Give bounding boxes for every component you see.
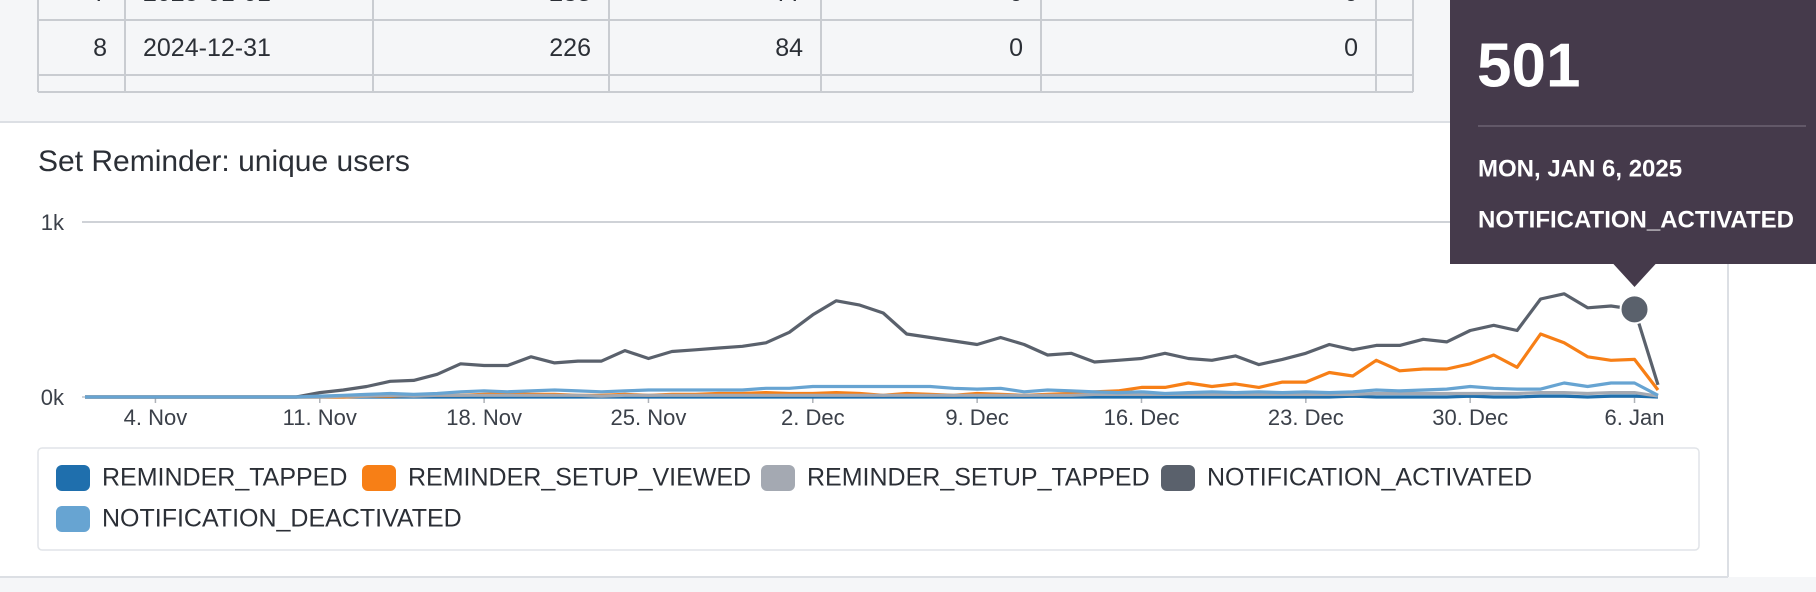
tooltip-series: NOTIFICATION_ACTIVATED: [1478, 206, 1794, 233]
legend-label: REMINDER_SETUP_TAPPED: [807, 464, 1150, 492]
x-tick-label: 6. Jan: [1605, 405, 1665, 430]
x-tick-label: 23. Dec: [1268, 405, 1344, 430]
tooltip-value: 501: [1477, 31, 1580, 100]
table-cell: 226: [549, 34, 591, 62]
legend-swatch: [761, 465, 795, 491]
legend-label: REMINDER_TAPPED: [102, 464, 347, 492]
legend: REMINDER_TAPPED REMINDER_SETUP_VIEWED REMI…: [56, 464, 1532, 533]
y-tick-label: 1k: [41, 210, 65, 235]
table-cell: 2024-12-31: [143, 34, 271, 62]
table-cell: 0: [1009, 34, 1023, 62]
legend-label: REMINDER_SETUP_VIEWED: [408, 464, 751, 492]
table-cell: 7: [93, 0, 107, 7]
table-bg: [38, 0, 1413, 92]
x-tick-label: 9. Dec: [945, 405, 1009, 430]
table-cell: 238: [549, 0, 591, 7]
series-line: [85, 292, 1660, 399]
table-cell: 0: [1344, 0, 1358, 7]
table-cell: 84: [775, 34, 803, 62]
legend-swatch: [56, 506, 90, 532]
x-tick-label: 4. Nov: [124, 405, 188, 430]
hover-marker: [1619, 294, 1650, 325]
tooltip: 501 MON, JAN 6, 2025 NOTIFICATION_ACTIVA…: [1450, 0, 1816, 287]
data-table: 7 2025-01-01 238 77 0 0 8 2024-12-31 226 84 0 0: [37, 0, 1414, 93]
legend-label: NOTIFICATION_DEACTIVATED: [102, 505, 462, 533]
footer-strip: [0, 577, 1816, 592]
x-tick-label: 18. Nov: [446, 405, 522, 430]
tooltip-pointer: [1612, 263, 1657, 287]
table-cell: 77: [775, 0, 803, 7]
legend-label: NOTIFICATION_ACTIVATED: [1207, 464, 1532, 492]
legend-swatch: [362, 465, 396, 491]
legend-swatch: [1161, 465, 1195, 491]
table-cell: 8: [93, 34, 107, 62]
plot: 0k 1k 4. Nov 11. Nov 18. Nov 25. Nov 2. Dec 9. …: [41, 210, 1665, 430]
legend-swatch: [56, 465, 90, 491]
table-cell: 0: [1009, 0, 1023, 7]
x-tick-label: 25. Nov: [611, 405, 687, 430]
x-tick-label: 16. Dec: [1104, 405, 1180, 430]
tooltip-box: [1450, 0, 1816, 264]
x-tick-label: 11. Nov: [283, 405, 357, 430]
x-tick-label: 2. Dec: [781, 405, 845, 430]
table-cell: 2025-01-01: [143, 0, 271, 7]
chart-title: Set Reminder: unique users: [38, 145, 410, 178]
series-line: [85, 381, 1659, 399]
x-tick-label: 30. Dec: [1432, 405, 1508, 430]
y-tick-label: 0k: [41, 385, 65, 410]
tooltip-date: MON, JAN 6, 2025: [1478, 155, 1682, 182]
legend-box: [37, 447, 1700, 551]
table-cell: 0: [1344, 34, 1358, 62]
